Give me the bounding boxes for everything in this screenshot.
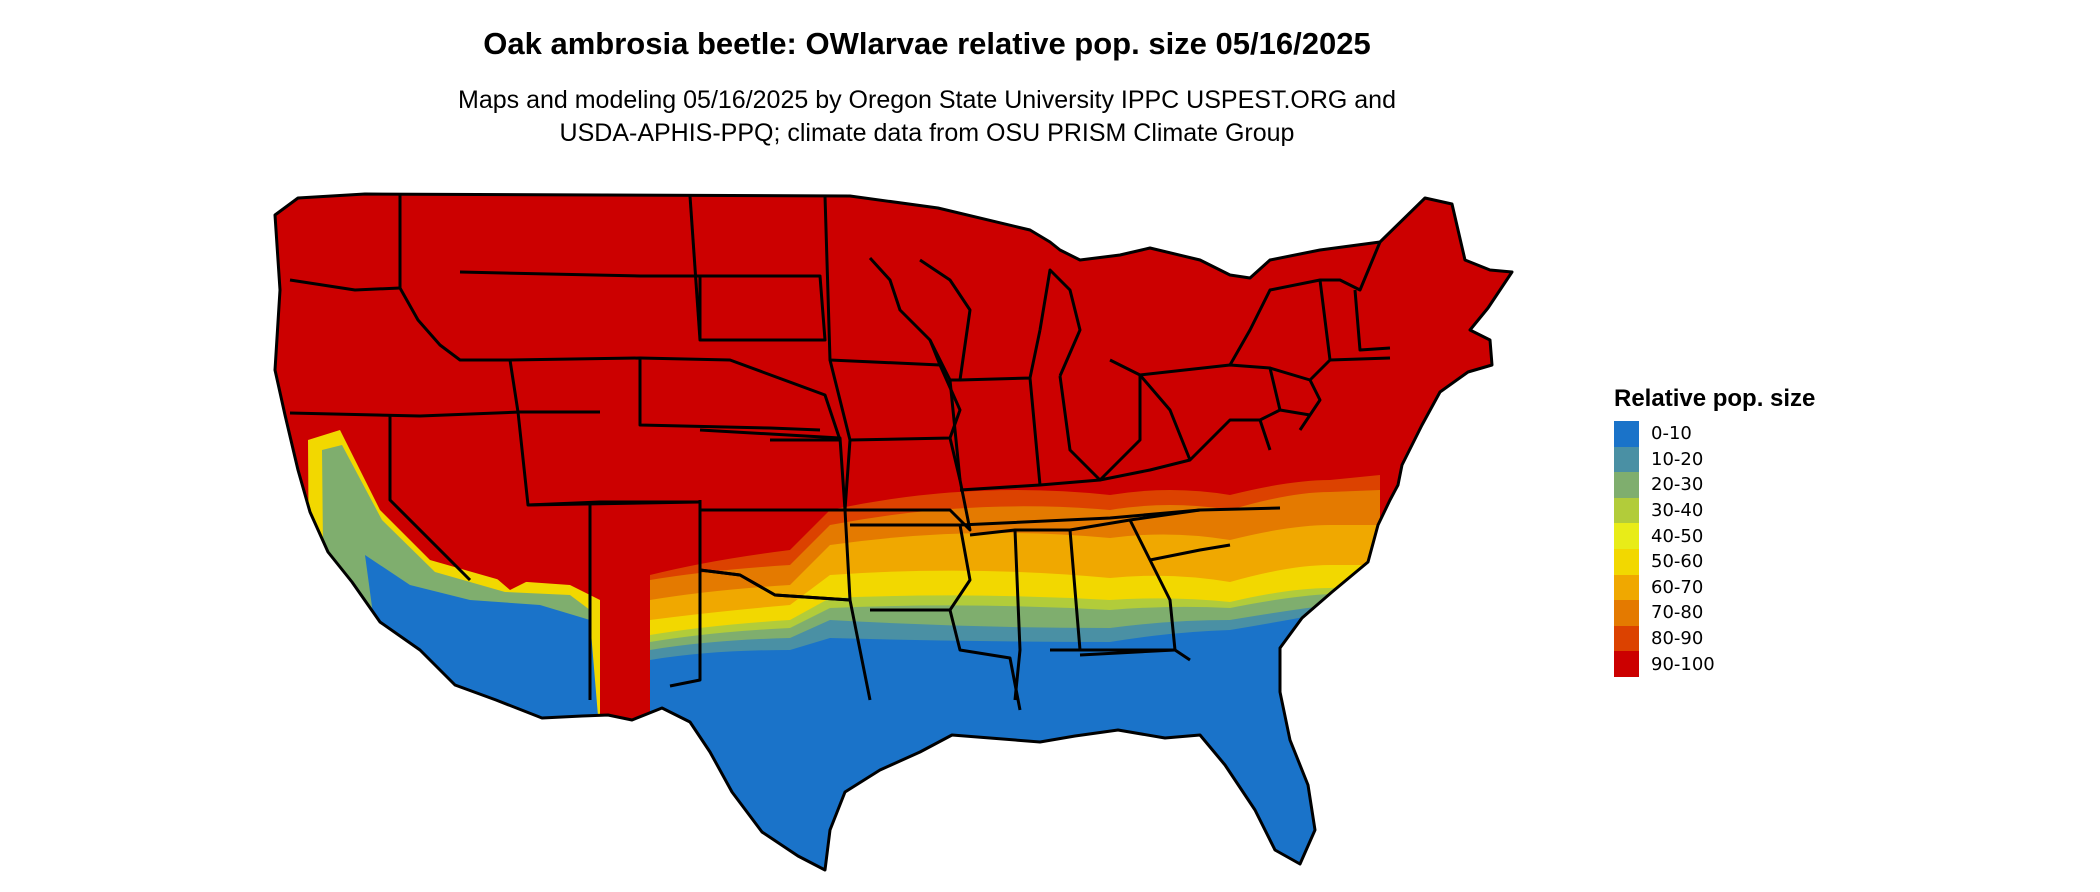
map-legend: Relative pop. size 0-10 10-20 20-30 30-4… [1614,385,1815,677]
border-fl [1050,648,1191,662]
legend-swatch [1614,548,1639,575]
border-new-england [1320,241,1391,362]
border-ca-nv [388,416,472,582]
region-sw-red-islands [475,535,610,590]
legend-swatch [1614,523,1639,549]
legend-item-30-40: 30-40 [1614,497,1815,524]
legend-item-70-80: 70-80 [1614,600,1815,626]
border-md-de-nj [1269,366,1322,431]
border-la [870,608,1022,711]
legend-item-60-70: 60-70 [1614,574,1815,601]
border-wy-co [509,356,821,432]
border-wi-mi [919,258,972,382]
legend-swatch [1614,600,1639,626]
legend-swatch [1614,574,1639,601]
border-nc-sc [1129,506,1281,562]
legend-item-10-20: 10-20 [1614,446,1815,473]
border-tx [699,568,872,701]
map-subtitle: Maps and modeling 05/16/2025 by Oregon S… [0,84,1854,150]
us-map [270,180,1590,890]
border-il-in [948,329,1042,486]
legend-item-40-50: 40-50 [1614,523,1815,549]
legend-swatch [1614,421,1639,447]
legend-swatch [1614,625,1639,652]
legend-label: 80-90 [1651,628,1704,650]
state-borders [273,192,1514,872]
border-mi [1038,268,1082,377]
legend-swatch [1614,446,1639,473]
legend-swatch [1614,497,1639,524]
legend-item-20-30: 20-30 [1614,472,1815,498]
legend-label: 50-60 [1651,551,1704,573]
legend-label: 20-30 [1651,474,1704,496]
legend-label: 0-10 [1651,423,1692,445]
border-az-nm [588,502,702,700]
border-oh [1058,358,1142,482]
border-co-nm [527,500,702,507]
map-title: Oak ambrosia beetle: OWlarvae relative p… [483,26,1371,61]
legend-item-80-90: 80-90 [1614,625,1815,652]
legend-item-90-100: 90-100 [1614,651,1815,677]
legend-item-0-10: 0-10 [1614,421,1815,447]
legend-title: Relative pop. size [1614,385,1816,412]
border-wv-va [1138,374,1272,462]
legend-item-50-60: 50-60 [1614,548,1815,575]
border-dakotas [688,195,702,341]
border-or-ca-nv [289,410,600,418]
legend-label: 10-20 [1651,448,1704,470]
legend-label: 70-80 [1651,602,1704,624]
legend-swatch [1614,472,1639,498]
border-ny [1228,278,1332,382]
legend-label: 40-50 [1651,525,1704,547]
us-map-svg [273,192,1514,872]
subtitle-line-1: Maps and modeling 05/16/2025 by Oregon S… [458,86,1396,114]
border-ne [639,356,842,442]
legend-swatch [1614,651,1639,677]
legend-label: 90-100 [1651,653,1715,675]
border-wa-or [289,278,401,292]
legend-label: 60-70 [1651,576,1704,598]
legend-label: 30-40 [1651,500,1704,522]
subtitle-line-2: USDA-APHIS-PPQ; climate data from OSU PR… [559,119,1295,147]
legend-items: 0-10 10-20 20-30 30-40 40-50 50-60 60-70 [1614,421,1815,677]
